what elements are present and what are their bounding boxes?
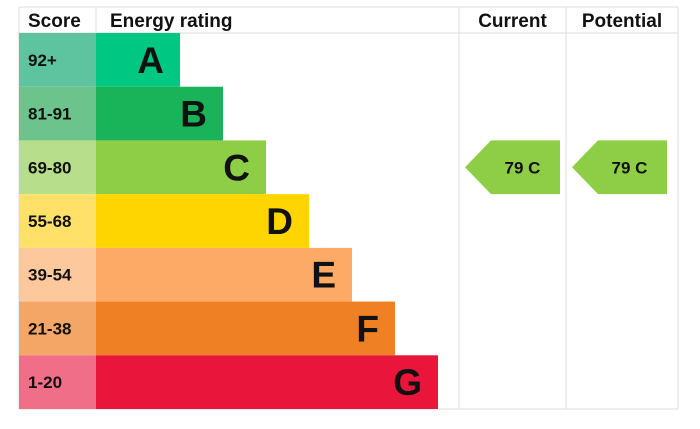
band-bar-c — [96, 140, 266, 195]
band-bar-g — [96, 355, 438, 409]
band-bar-a — [96, 33, 180, 87]
score-label-c: 69-80 — [28, 158, 71, 177]
header-energy-rating: Energy rating — [110, 11, 232, 32]
band-letter-f: F — [356, 308, 379, 349]
score-cell-a — [19, 33, 96, 87]
band-letter-a: A — [137, 40, 164, 81]
score-label-f: 21-38 — [28, 319, 71, 338]
score-label-e: 39-54 — [28, 266, 72, 285]
score-cell-f — [19, 301, 96, 356]
band-letter-d: D — [266, 201, 293, 242]
score-cell-e — [19, 247, 96, 302]
band-bar-f — [96, 301, 395, 356]
band-bar-d — [96, 194, 309, 248]
band-letter-g: G — [393, 362, 422, 403]
score-label-a: 92+ — [28, 51, 57, 70]
potential-rating-arrow — [572, 140, 667, 195]
header-potential: Potential — [582, 11, 662, 32]
current-rating-label: 79 C — [505, 158, 541, 177]
score-cell-g — [19, 355, 96, 409]
band-bar-e — [96, 247, 352, 302]
potential-rating-label: 79 C — [612, 158, 648, 177]
band-letter-c: C — [223, 147, 250, 188]
band-letter-b: B — [180, 94, 207, 135]
score-label-d: 55-68 — [28, 212, 71, 231]
current-rating-arrow — [465, 140, 560, 195]
score-cell-d — [19, 194, 96, 248]
header-score: Score — [28, 11, 81, 32]
score-label-g: 1-20 — [28, 373, 62, 392]
band-bar-b — [96, 86, 223, 141]
band-letter-e: E — [311, 255, 336, 296]
header-current: Current — [478, 11, 547, 32]
score-label-b: 81-91 — [28, 105, 71, 124]
score-cell-c — [19, 140, 96, 195]
score-cell-b — [19, 86, 96, 141]
